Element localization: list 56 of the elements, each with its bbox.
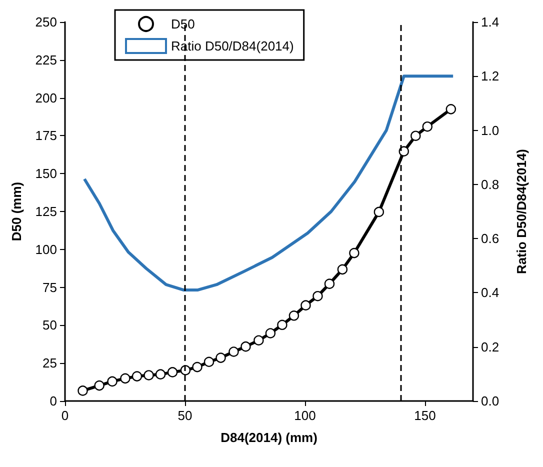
point [94, 380, 104, 391]
point [422, 122, 432, 132]
y2-axis-title: Ratio D50/D84(2014) [514, 149, 529, 274]
point [254, 335, 264, 346]
x-tick-label: 150 [414, 408, 436, 423]
y2-tick-label: 1.0 [481, 122, 500, 138]
point [312, 290, 323, 302]
point [228, 346, 239, 357]
point [265, 328, 276, 338]
y-tick-label: 100 [35, 242, 57, 257]
y-tick-label: 175 [35, 128, 57, 144]
legend-label: D50 [171, 16, 195, 32]
point [144, 370, 154, 380]
y2-tick-label: 1.4 [481, 14, 500, 30]
point [398, 146, 409, 156]
point [204, 356, 214, 367]
y2-tick-label: 0.8 [481, 176, 500, 192]
point [167, 367, 178, 378]
y-tick-label: 75 [42, 280, 57, 295]
point [155, 369, 166, 380]
y-tick-label: 50 [42, 318, 57, 333]
point [78, 386, 88, 396]
point [216, 352, 226, 363]
y2-tick-label: 0.2 [481, 339, 500, 354]
x-tick-label: 0 [61, 408, 69, 423]
point [300, 300, 311, 310]
point [132, 371, 142, 382]
x-tick-label: 50 [178, 408, 192, 423]
y-tick-label: 250 [35, 14, 57, 30]
point [374, 206, 384, 218]
legend-label: Ratio D50/D84(2014) [171, 38, 294, 54]
y-tick-label: 125 [35, 204, 57, 219]
point [410, 130, 421, 141]
y2-tick-label: 0.6 [481, 231, 500, 246]
point [324, 278, 335, 289]
x-tick-label: 100 [294, 408, 316, 423]
point [446, 104, 456, 114]
y2-tick-label: 0.4 [481, 285, 500, 300]
point [107, 376, 118, 387]
point [349, 248, 360, 258]
point [120, 373, 130, 384]
y-tick-label: 150 [35, 166, 57, 182]
point [240, 341, 251, 352]
point [337, 264, 348, 275]
line-series [82, 74, 455, 292]
y-tick-label: 0 [50, 394, 57, 408]
y2-tick-label: 0.0 [481, 394, 500, 408]
y-tick-label: 225 [35, 52, 57, 68]
point [192, 362, 202, 372]
y-tick-label: 25 [42, 356, 57, 371]
y-tick-label: 200 [35, 90, 57, 106]
point [277, 320, 288, 330]
point [288, 310, 300, 321]
y-axis-title: D50 (mm) [9, 182, 24, 242]
y2-tick-label: 1.2 [481, 68, 500, 84]
x-axis-title: D84(2014) (mm) [220, 430, 318, 445]
